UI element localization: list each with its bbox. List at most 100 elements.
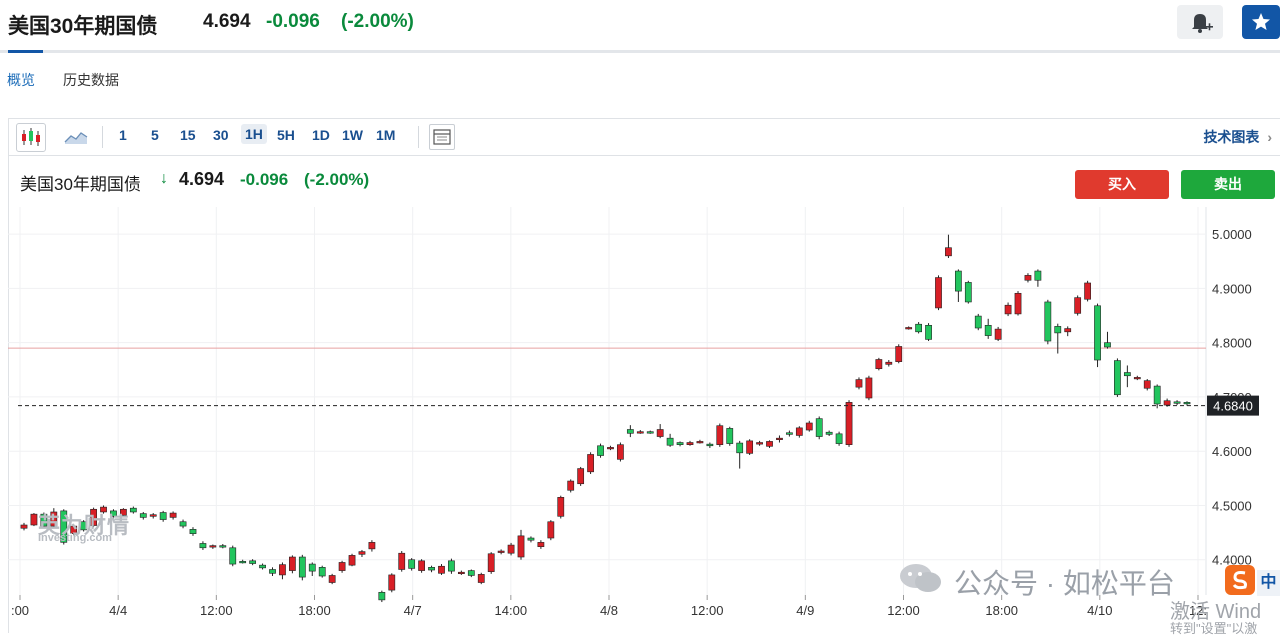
candle-down (974, 315, 982, 329)
candle-down (597, 445, 604, 456)
candle-down (835, 433, 843, 444)
sell-button[interactable]: 卖出 (1181, 170, 1275, 199)
candle-up (50, 511, 58, 527)
candle-down (736, 442, 744, 454)
interval-1w[interactable]: 1W (342, 127, 363, 143)
candle-down (527, 537, 535, 541)
candle-up (388, 574, 396, 591)
x-tick-label: 12:00 (200, 603, 233, 618)
wechat-watermark: 公众号 · 如松平台 (954, 568, 1175, 599)
y-tick-label: 4.5000 (1212, 498, 1252, 513)
candle-down (815, 418, 823, 437)
x-tick-label: 4/4 (109, 603, 127, 618)
candle-up (577, 468, 585, 485)
tab-historical-data[interactable]: 历史数据 (63, 72, 119, 88)
candle-up (875, 359, 883, 370)
arrow-down-icon: ↓ (160, 170, 168, 187)
candle-up (895, 346, 903, 362)
candle-up (1143, 380, 1151, 389)
chart-price: 4.694 (179, 169, 225, 189)
interval-15m[interactable]: 15 (180, 127, 196, 143)
candle-down (825, 431, 833, 435)
candle-down (139, 513, 147, 518)
candle-down (1034, 270, 1042, 281)
candle-down (308, 563, 316, 572)
candle-down (408, 559, 416, 569)
candle-up (209, 545, 217, 548)
candle-up (756, 442, 763, 445)
active-tab-indicator (8, 50, 43, 53)
tab-overview[interactable]: 概览 (7, 72, 35, 88)
indicators-button[interactable] (429, 124, 455, 150)
candle-up (279, 564, 286, 576)
candle-up (805, 422, 813, 431)
candle-up (617, 444, 624, 460)
interval-30m[interactable]: 30 (213, 127, 229, 143)
candle-down (1104, 342, 1111, 348)
candle-down (249, 560, 257, 564)
candle-down (199, 543, 207, 549)
candle-up (120, 508, 127, 516)
candle-down (984, 324, 992, 336)
x-tick-label: 14:00 (495, 603, 528, 618)
candle-down (964, 282, 972, 303)
interval-5m[interactable]: 5 (151, 127, 159, 143)
candle-up (776, 437, 783, 440)
candle-up (517, 535, 525, 558)
wechat-icon (898, 560, 944, 594)
candle-up (289, 556, 296, 571)
interval-1m[interactable]: 1 (119, 127, 127, 143)
candle-up (905, 327, 913, 330)
candlestick-type-button[interactable] (16, 123, 46, 152)
candle-down (954, 270, 962, 292)
candle-up (338, 562, 346, 571)
area-chart-icon (64, 132, 88, 144)
candle-down (378, 591, 386, 601)
watermark-brand-cn: 英为财情 (38, 513, 131, 538)
candle-up (169, 512, 177, 518)
star-icon (1252, 13, 1270, 30)
candle-down (60, 510, 68, 543)
chart-title: 美国30年期国债 (20, 175, 141, 194)
candle-up (438, 565, 445, 574)
tech-chart-link[interactable]: 技术图表 › (1203, 127, 1272, 147)
candle-down (40, 513, 48, 527)
candle-up (328, 575, 336, 583)
toolbar-separator (102, 126, 103, 148)
candle-up (795, 427, 803, 436)
candle-down (239, 561, 247, 564)
add-alert-button[interactable] (1177, 5, 1223, 39)
candle-up (368, 542, 376, 550)
candle-down (189, 529, 197, 534)
candle-down (1183, 402, 1191, 405)
candle-up (30, 513, 38, 526)
interval-1mo[interactable]: 1M (376, 127, 396, 143)
area-type-button[interactable] (62, 123, 90, 150)
interval-5h[interactable]: 5H (277, 127, 295, 143)
activate-windows-title: 激活 Wind (1170, 601, 1262, 623)
candle-down (925, 324, 932, 340)
x-tick-label: 18:00 (985, 603, 1018, 618)
header-change: -0.096 (266, 11, 320, 32)
candle-down (298, 556, 306, 578)
candle-up (567, 480, 575, 491)
candle-up (1163, 400, 1171, 406)
candle-down (467, 570, 475, 576)
candle-down (179, 521, 187, 527)
candle-down (269, 569, 276, 574)
current-price-label: 4.6840 (1213, 399, 1253, 414)
header-price: 4.694 (203, 11, 251, 32)
interval-1d[interactable]: 1D (312, 127, 330, 143)
candle-up (70, 525, 78, 534)
candle-up (587, 454, 594, 473)
candle-up (746, 440, 754, 454)
page-header: 美国30年期国债 4.694 -0.096 (-2.00%) (0, 0, 1280, 50)
ime-mode-indicator[interactable]: 中 (1257, 570, 1280, 596)
buy-button[interactable]: 买入 (1075, 170, 1169, 199)
y-tick-label: 4.6000 (1212, 444, 1252, 459)
candle-down (915, 323, 922, 333)
interval-1h[interactable]: 1H (241, 124, 267, 144)
watchlist-button[interactable] (1242, 5, 1280, 39)
candle-down (1114, 360, 1121, 396)
